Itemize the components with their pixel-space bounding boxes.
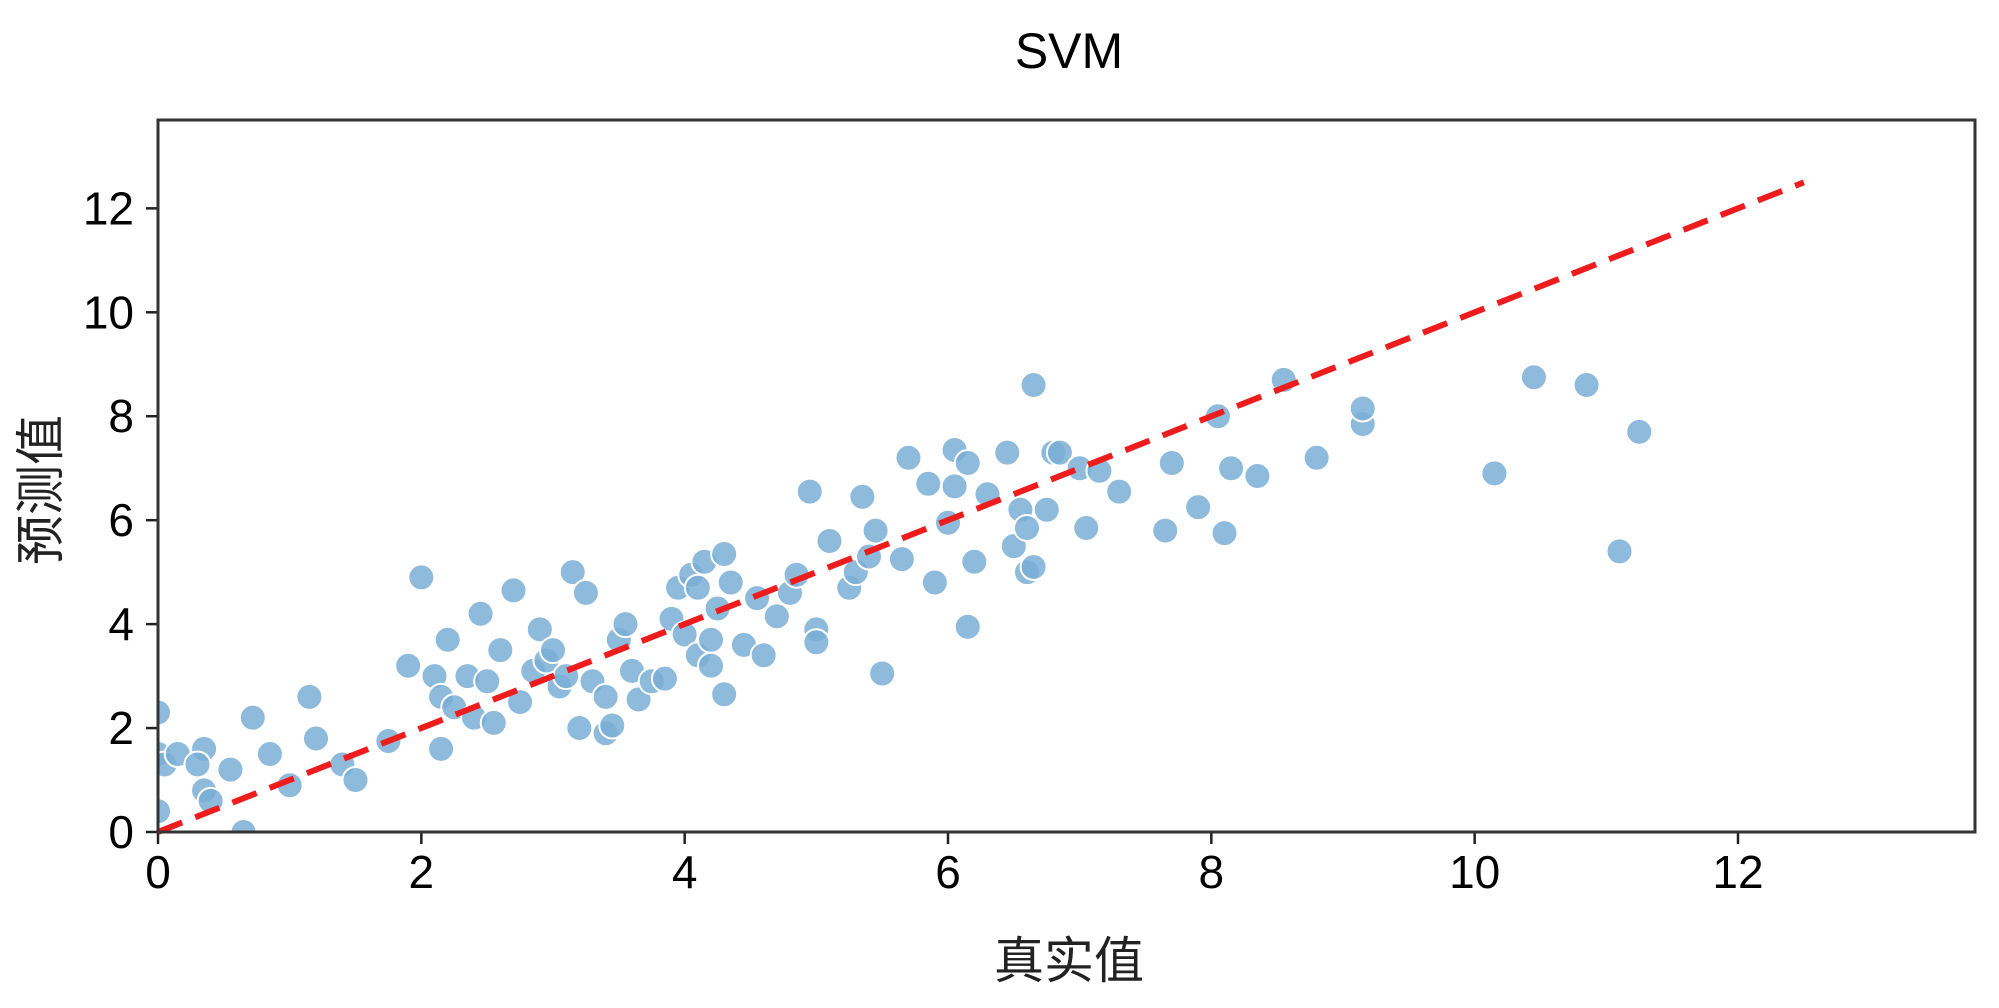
x-tick-label: 10 (1449, 846, 1500, 898)
data-point (466, 599, 495, 628)
data-point (710, 539, 739, 568)
reference-line (156, 179, 1805, 835)
y-tick-label: 12 (83, 182, 134, 234)
x-tick-label: 2 (409, 846, 435, 898)
data-point (1625, 417, 1654, 446)
y-tick-label: 6 (108, 494, 134, 546)
data-point (993, 438, 1022, 467)
data-point (940, 472, 969, 501)
data-point (848, 482, 877, 511)
data-point (558, 558, 587, 587)
points-group (158, 363, 1654, 832)
data-point (1032, 495, 1061, 524)
data-point (611, 610, 640, 639)
data-point (1217, 454, 1246, 483)
data-point (1210, 519, 1239, 548)
chart-title: SVM (1015, 23, 1123, 79)
data-point (1157, 449, 1186, 478)
data-point (1105, 477, 1134, 506)
data-point (571, 578, 600, 607)
x-tick-label: 6 (935, 846, 961, 898)
data-point (1072, 513, 1101, 542)
data-point (914, 469, 943, 498)
data-point (960, 547, 989, 576)
data-point (341, 766, 370, 795)
data-point (1019, 552, 1048, 581)
y-axis-label: 预测值 (12, 415, 70, 565)
data-point (762, 602, 791, 631)
data-point (1480, 459, 1509, 488)
x-axis-label: 真实值 (994, 932, 1144, 990)
data-point (749, 641, 778, 670)
data-point (486, 636, 515, 665)
plot-border (156, 118, 1977, 834)
data-point (710, 680, 739, 709)
data-point (394, 651, 423, 680)
data-point (183, 750, 212, 779)
y-tick-label: 0 (108, 806, 134, 858)
data-point (479, 708, 508, 737)
data-point (295, 682, 324, 711)
data-point (302, 724, 330, 753)
x-tick-label: 12 (1712, 846, 1763, 898)
data-point (1243, 462, 1272, 490)
data-point (861, 516, 890, 545)
data-point (683, 573, 712, 602)
data-point (525, 615, 554, 644)
data-point (1013, 513, 1041, 542)
data-point (1348, 394, 1377, 423)
data-point (1302, 443, 1331, 472)
reference-line-layer (156, 179, 1805, 835)
data-point (1572, 371, 1601, 400)
axes: 0 2 4 6 8 10 12 0 2 4 6 8 10 12 (83, 182, 1764, 898)
data-point (953, 449, 982, 478)
data-point (894, 443, 923, 472)
data-point (506, 688, 535, 717)
x-tick-label: 0 (145, 846, 171, 898)
data-point (697, 651, 725, 680)
data-point (427, 734, 456, 763)
data-point (255, 740, 284, 769)
data-point (229, 818, 258, 832)
data-point (887, 545, 916, 574)
y-tick-label: 2 (108, 702, 134, 754)
data-point (920, 568, 949, 597)
data-point (158, 797, 172, 826)
data-point (216, 755, 245, 784)
x-tick-label: 8 (1199, 846, 1225, 898)
y-tick-label: 8 (108, 390, 134, 442)
data-point (1151, 516, 1180, 545)
data-point (815, 526, 844, 555)
x-tick-label: 4 (672, 846, 698, 898)
data-point (1519, 363, 1548, 392)
data-point (697, 625, 725, 654)
y-tick-label: 10 (83, 286, 134, 338)
data-point (598, 711, 627, 740)
data-point (795, 477, 824, 506)
data-point (473, 667, 502, 696)
data-point (499, 576, 528, 605)
data-point (868, 659, 897, 688)
data-point (953, 612, 982, 641)
data-point (1045, 438, 1074, 467)
data-point (802, 628, 831, 657)
data-point (1184, 493, 1213, 522)
data-point (591, 682, 620, 711)
data-point (407, 563, 436, 592)
data-point (1605, 537, 1634, 566)
plot-frame (156, 118, 1977, 834)
data-point (158, 698, 172, 727)
data-point (565, 714, 594, 743)
y-tick-label: 4 (108, 598, 134, 650)
data-point (716, 568, 745, 597)
data-point (1019, 371, 1048, 400)
data-point (238, 703, 267, 732)
data-point (650, 664, 679, 693)
data-points (158, 363, 1654, 832)
data-point (433, 625, 462, 654)
data-point (539, 636, 567, 665)
